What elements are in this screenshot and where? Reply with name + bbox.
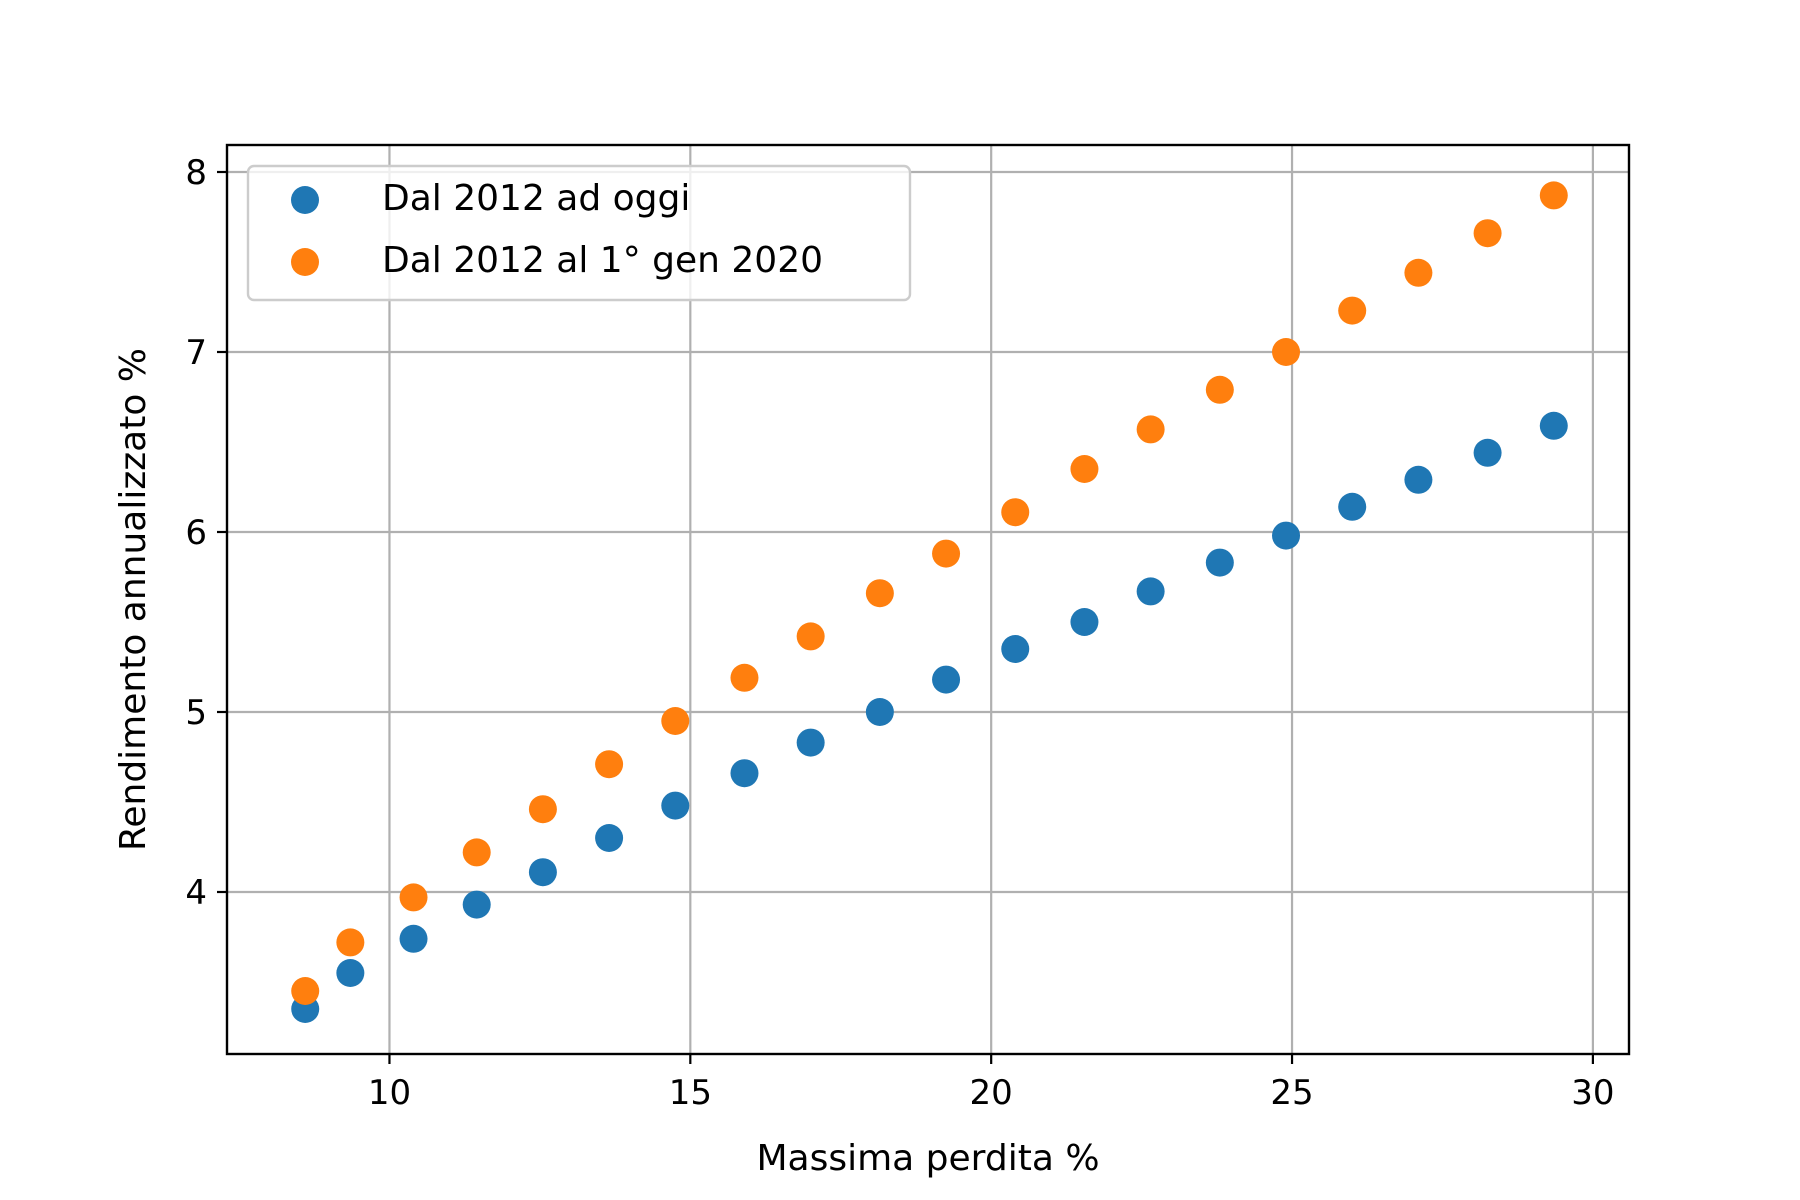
data-point-series-1 — [1001, 635, 1030, 663]
data-point-series-1 — [336, 959, 365, 987]
data-point-series-2 — [1539, 181, 1568, 210]
x-axis-ticks: 10 15 20 25 30 — [368, 1054, 1615, 1113]
data-point-series-1 — [1473, 438, 1502, 467]
data-point-series-1 — [1404, 465, 1433, 494]
data-point-series-2 — [399, 883, 428, 912]
legend-marker-series-2 — [291, 248, 319, 276]
legend-marker-series-1 — [291, 186, 319, 214]
legend: Dal 2012 ad oggi Dal 2012 al 1° gen 2020 — [246, 164, 912, 302]
data-point-series-2 — [291, 977, 320, 1005]
x-tick-label: 15 — [669, 1073, 712, 1113]
x-tick-label: 25 — [1270, 1073, 1313, 1113]
data-point-series-1 — [796, 728, 825, 757]
data-point-series-2 — [865, 579, 894, 608]
data-point-series-2 — [528, 795, 557, 824]
data-point-series-2 — [1404, 258, 1433, 287]
data-point-series-1 — [1136, 577, 1165, 606]
x-tick-label: 10 — [368, 1073, 411, 1113]
data-point-series-2 — [1205, 375, 1234, 404]
data-point-series-2 — [796, 622, 825, 651]
data-point-series-1 — [462, 890, 491, 919]
data-point-series-1 — [595, 824, 624, 852]
data-point-series-1 — [1070, 608, 1099, 636]
data-point-series-2 — [1070, 455, 1099, 483]
data-point-series-1 — [1205, 548, 1234, 577]
x-axis-label: Massima perdita % — [756, 1138, 1099, 1179]
x-tick-label: 20 — [970, 1073, 1013, 1113]
y-tick-label: 7 — [185, 333, 207, 373]
y-axis-label: Rendimento annualizzato % — [113, 348, 154, 851]
data-point-series-2 — [1338, 296, 1367, 325]
legend-label-series-2: Dal 2012 al 1° gen 2020 — [382, 240, 823, 281]
data-point-series-2 — [661, 707, 690, 735]
data-point-series-2 — [730, 663, 759, 692]
data-point-series-2 — [1001, 498, 1030, 527]
x-tick-label: 30 — [1571, 1073, 1614, 1113]
data-point-series-2 — [932, 539, 961, 568]
plot-frame — [225, 143, 1631, 1056]
y-axis-ticks: 4 5 6 7 8 — [185, 153, 227, 913]
y-tick-label: 6 — [185, 513, 207, 553]
y-tick-label: 5 — [185, 693, 207, 733]
data-point-series-1 — [730, 759, 759, 788]
data-point-series-2 — [336, 928, 365, 957]
data-point-series-1 — [932, 665, 961, 694]
data-points — [291, 181, 1568, 1023]
data-point-series-2 — [1136, 415, 1165, 444]
y-tick-label: 8 — [185, 153, 207, 193]
legend-label-series-1: Dal 2012 ad oggi — [382, 178, 690, 219]
data-point-series-1 — [528, 858, 557, 887]
data-point-series-2 — [595, 750, 624, 779]
legend-box — [246, 164, 912, 302]
data-point-series-1 — [661, 791, 690, 820]
data-point-series-1 — [865, 698, 894, 726]
data-point-series-1 — [399, 924, 428, 953]
data-point-series-1 — [1272, 521, 1301, 550]
y-tick-label: 4 — [185, 873, 207, 913]
data-point-series-1 — [1338, 492, 1367, 521]
data-point-series-2 — [462, 838, 491, 867]
data-point-series-1 — [1539, 411, 1568, 440]
data-point-series-2 — [1272, 338, 1301, 366]
data-point-series-2 — [1473, 219, 1502, 248]
